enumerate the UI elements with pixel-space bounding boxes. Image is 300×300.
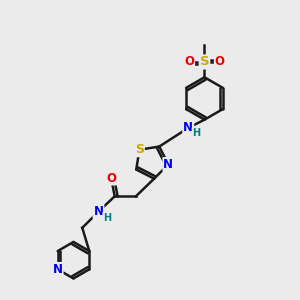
- Text: N: N: [183, 122, 193, 134]
- Text: S: S: [135, 143, 144, 156]
- Text: N: N: [163, 158, 173, 171]
- Text: N: N: [53, 263, 63, 276]
- Text: N: N: [94, 205, 103, 218]
- Text: H: H: [103, 212, 111, 223]
- Text: O: O: [215, 56, 225, 68]
- Text: H: H: [193, 128, 201, 138]
- Text: O: O: [184, 56, 194, 68]
- Text: S: S: [200, 56, 209, 68]
- Text: O: O: [106, 172, 116, 184]
